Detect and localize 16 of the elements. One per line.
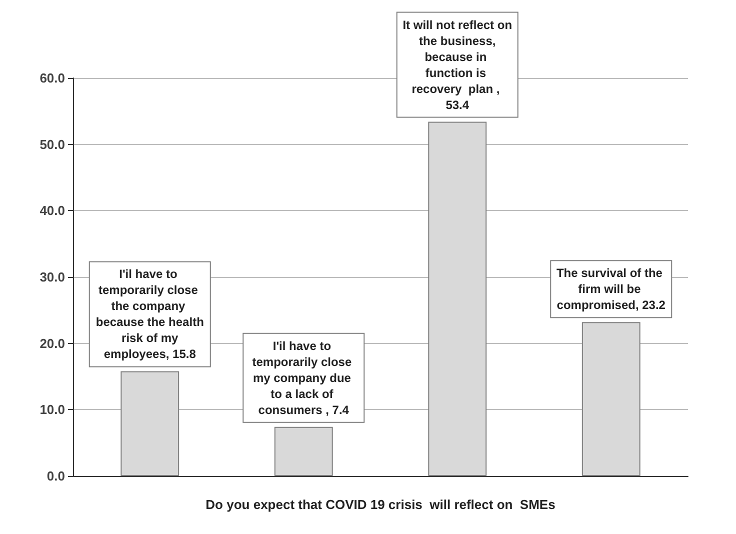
y-tick-label: 10.0 [40,402,65,418]
bar [582,322,640,476]
data-label: It will not reflect on the business, because in function is recovery plan , 53.4 [402,18,512,112]
data-label: I'il have to temporarily close my company due to a lack of consumers , 7.4 [252,338,355,417]
bar [274,426,333,476]
y-tick-label: 30.0 [40,270,65,284]
y-tick-label: 0.0 [46,468,65,484]
y-tick-label: 50.0 [40,136,65,152]
bar [120,371,180,476]
data-label: The survival of the firm will be compromised, 23.2 [556,266,666,312]
x-axis-title: Do you expect that COVID 19 crisis will reflect on SMEs [206,497,556,512]
y-tick-label: 40.0 [40,203,65,218]
y-tick-label: 20.0 [40,336,65,351]
y-tick-label: 60.0 [40,70,65,86]
data-label: I'il have to temporarily close the company because the health risk of my employees, 15.8 [96,267,204,362]
bar [428,122,487,476]
